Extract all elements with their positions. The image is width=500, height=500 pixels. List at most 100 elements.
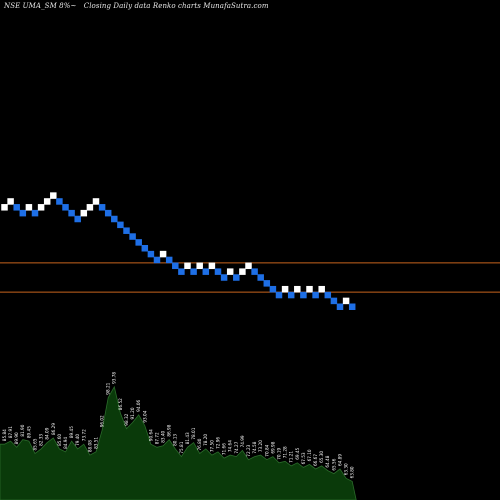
brick-down (263, 280, 271, 287)
brick-down (117, 221, 124, 229)
brick-up (226, 268, 234, 275)
brick-down (269, 285, 277, 293)
volume-label: 74.64 (228, 440, 233, 452)
volume-label: 70.84 (264, 444, 269, 456)
volume-label: 91.20 (130, 407, 135, 419)
chart-header: NSE UMA_SM 8%~ Closing Daily data Renko … (4, 2, 274, 10)
brick-down (165, 256, 173, 264)
volume-label: 65.30 (319, 451, 324, 463)
brick-up (1, 204, 8, 211)
volume-label: 85.65 (33, 438, 38, 450)
brick-up (281, 285, 289, 293)
brick-down (336, 303, 344, 310)
volume-label: 82.33 (39, 434, 44, 446)
brick-down (135, 239, 142, 246)
volume-label: 84.94 (63, 437, 68, 449)
volume-label: 71.66 (222, 443, 227, 455)
volume-label: 89.45 (26, 426, 31, 438)
brick-down (172, 262, 179, 270)
brick-up (159, 250, 167, 258)
volume-label: 72.96 (216, 437, 221, 449)
chart-symbol: NSE UMA_SM 8%~ (4, 2, 77, 10)
volume-area (0, 385, 357, 500)
volume-label: 67.53 (301, 452, 306, 464)
volume-label: 86.98 (167, 424, 172, 436)
brick-down (74, 215, 81, 223)
brick-up (342, 297, 350, 305)
volume-label: 69.45 (295, 447, 300, 459)
brick-up (43, 198, 51, 205)
brick-down (141, 245, 149, 252)
volume-label: 85.84 (2, 429, 7, 441)
brick-down (98, 204, 106, 211)
brick-down (147, 250, 155, 258)
brick-down (251, 268, 258, 275)
brick-up (184, 262, 191, 270)
volume-label: 76.80 (197, 438, 202, 450)
brick-up (37, 204, 45, 211)
volume-label: 98.32 (124, 413, 129, 425)
volume-label: 84.09 (45, 427, 50, 439)
brick-down (330, 297, 338, 305)
volume-label: 78.01 (191, 427, 196, 439)
volume-label: 78.20 (203, 434, 208, 446)
volume-label: 88.08 (87, 440, 92, 452)
brick-down (233, 274, 240, 281)
brick-down (104, 209, 112, 217)
brick-down (153, 256, 161, 264)
volume-label: 83.51 (94, 437, 99, 449)
volume-label: 96.02 (100, 415, 105, 427)
volume-label: 81.43 (185, 432, 190, 444)
volume-label: 77.50 (209, 440, 214, 452)
brick-down (13, 204, 20, 211)
volume-label: 75.81 (179, 441, 184, 453)
volume-label: 86.29 (51, 423, 56, 435)
brick-down (68, 209, 75, 217)
brick-down (348, 303, 356, 310)
volume-label: 79.40 (75, 434, 80, 446)
volume-label: 94.06 (136, 399, 141, 411)
brick-up (245, 262, 252, 270)
volume-label: 64.48 (325, 455, 330, 467)
brick-up (80, 209, 88, 217)
brick-down (19, 209, 27, 217)
brick-down (56, 198, 63, 205)
volume-label: 93.78 (112, 372, 117, 384)
brick-up (25, 204, 33, 211)
brick-up (92, 198, 100, 205)
volume-label: 89.45 (69, 426, 74, 438)
brick-down (275, 291, 283, 299)
volume-label: 90.64 (148, 429, 153, 441)
volume-label: 71.21 (289, 451, 294, 463)
volume-label: 66.67 (313, 454, 318, 466)
brick-down (190, 268, 197, 275)
volume-label: 67.10 (307, 449, 312, 461)
volume-label: 89.90 (14, 432, 19, 444)
brick-down (312, 291, 319, 299)
brick-up (306, 285, 313, 293)
volume-label: 74.99 (240, 435, 245, 447)
brick-up (86, 204, 94, 211)
brick-up (7, 198, 14, 205)
brick-down (300, 291, 307, 299)
brick-down (202, 268, 210, 275)
brick-up (294, 285, 301, 293)
renko-bricks (1, 192, 356, 310)
brick-down (111, 215, 118, 223)
volume-label: 70.19 (277, 447, 282, 459)
brick-down (214, 268, 222, 275)
brick-up (239, 268, 246, 275)
volume-label: 87.72 (155, 432, 160, 444)
volume-label: 63.30 (344, 463, 349, 475)
volume-label: 72.23 (246, 444, 251, 456)
brick-down (220, 274, 228, 281)
volume-label: 98.21 (106, 382, 111, 394)
volume-label: 81.90 (20, 424, 25, 436)
volume-label: 87.91 (8, 426, 13, 438)
volume-label: 65.56 (331, 458, 336, 470)
brick-down (324, 291, 332, 299)
brick-down (178, 268, 185, 275)
volume-label: 85.60 (57, 434, 62, 446)
